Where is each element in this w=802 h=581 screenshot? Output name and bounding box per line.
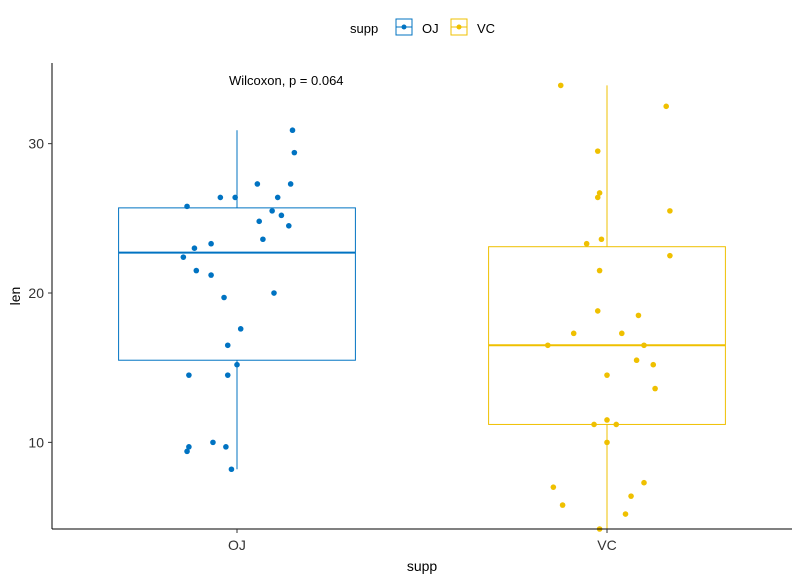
legend-key-vc xyxy=(450,18,468,36)
data-point-vc xyxy=(583,240,590,247)
data-point-vc xyxy=(594,148,601,154)
data-point-oj xyxy=(224,372,231,378)
data-point-oj xyxy=(186,372,192,378)
data-point-vc xyxy=(604,439,610,446)
data-point-oj xyxy=(232,194,238,201)
data-point-oj xyxy=(260,236,266,243)
data-point-vc xyxy=(641,479,647,486)
data-point-vc xyxy=(557,82,564,89)
data-point-vc xyxy=(619,330,625,337)
box-vc xyxy=(488,246,726,425)
data-point-oj xyxy=(186,444,192,450)
y-tick-label-20: 20 xyxy=(28,285,44,301)
legend: supp OJ VC xyxy=(350,18,495,36)
data-point-oj xyxy=(289,127,296,134)
data-point-oj xyxy=(271,290,277,296)
data-point-oj xyxy=(291,149,298,156)
data-point-vc xyxy=(550,484,557,490)
data-point-oj xyxy=(217,194,224,201)
data-point-vc xyxy=(598,236,605,243)
legend-title: supp xyxy=(350,21,378,36)
legend-label-oj: OJ xyxy=(422,21,439,36)
legend-key-vc-dot xyxy=(456,24,462,30)
data-point-oj xyxy=(180,254,187,260)
x-tick-label-vc: VC xyxy=(597,537,616,553)
data-point-oj xyxy=(208,240,214,247)
data-point-vc xyxy=(641,342,647,349)
data-point-oj xyxy=(286,223,292,229)
data-point-vc xyxy=(596,267,603,274)
data-point-oj xyxy=(234,361,240,368)
data-point-vc xyxy=(594,308,601,314)
data-point-oj xyxy=(256,218,263,225)
data-point-vc xyxy=(667,208,673,214)
data-point-oj xyxy=(224,342,231,349)
data-point-oj xyxy=(228,466,235,473)
data-point-oj xyxy=(221,294,227,301)
data-point-vc xyxy=(635,312,642,319)
y-tick-label-30: 30 xyxy=(28,136,44,152)
data-point-oj xyxy=(287,181,294,187)
data-point-vc xyxy=(594,194,601,201)
data-point-vc xyxy=(604,372,610,378)
data-point-vc xyxy=(559,502,566,508)
data-point-vc xyxy=(604,417,610,423)
legend-label-vc: VC xyxy=(477,21,495,36)
box-oj xyxy=(118,207,356,361)
data-point-vc xyxy=(628,493,634,499)
x-axis-title: supp xyxy=(407,558,438,574)
data-point-oj xyxy=(191,245,198,252)
y-axis-title: len xyxy=(7,287,23,306)
data-point-oj xyxy=(184,203,190,210)
data-point-oj xyxy=(274,194,281,201)
data-point-oj xyxy=(223,444,229,450)
data-point-oj xyxy=(254,181,261,187)
data-point-oj xyxy=(269,208,275,214)
data-point-vc xyxy=(570,330,577,337)
data-point-vc xyxy=(652,385,658,392)
data-point-vc xyxy=(667,252,673,259)
data-point-vc xyxy=(591,421,597,428)
data-point-vc xyxy=(650,361,657,368)
data-point-vc xyxy=(622,511,629,517)
box-group-oj xyxy=(118,127,356,473)
box-group-vc xyxy=(488,82,726,532)
data-point-oj xyxy=(237,326,244,332)
legend-key-oj-dot xyxy=(401,24,407,30)
plot-area xyxy=(118,82,726,532)
x-ticks: OJ VC xyxy=(228,529,617,553)
data-point-oj xyxy=(208,272,214,278)
data-point-oj xyxy=(193,267,200,274)
x-tick-label-oj: OJ xyxy=(228,537,246,553)
data-point-vc xyxy=(613,421,620,428)
data-point-oj xyxy=(184,448,190,455)
y-ticks: 10 20 30 xyxy=(28,136,52,450)
data-point-oj xyxy=(278,212,285,219)
data-point-vc xyxy=(663,103,669,110)
wilcoxon-annotation: Wilcoxon, p = 0.064 xyxy=(229,73,344,88)
data-point-vc xyxy=(633,357,640,364)
data-point-vc xyxy=(545,342,551,349)
legend-key-oj xyxy=(395,18,413,36)
y-tick-label-10: 10 xyxy=(28,434,44,450)
data-point-oj xyxy=(210,439,216,446)
data-point-vc xyxy=(596,190,603,196)
